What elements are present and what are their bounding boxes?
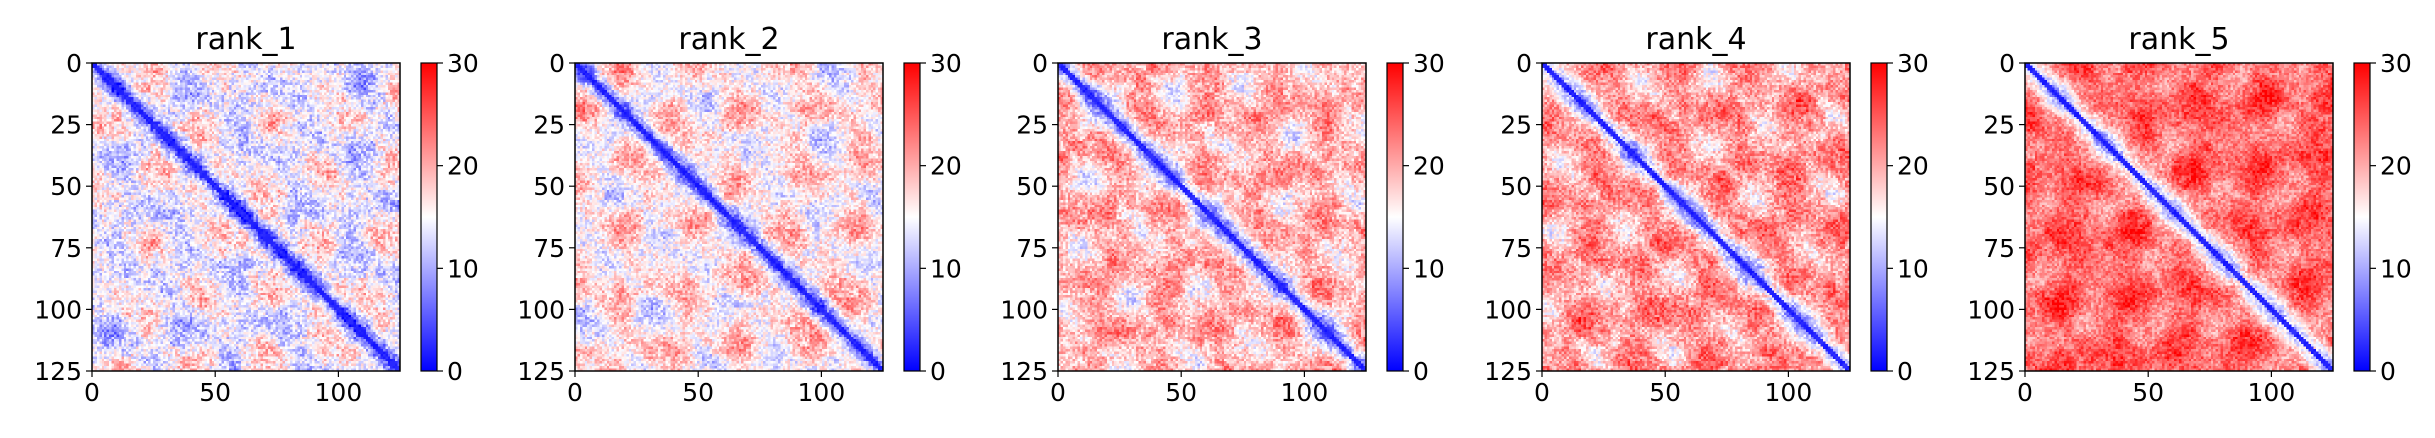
panel-title: rank_2	[678, 22, 779, 57]
colorbar-bar	[903, 62, 921, 372]
y-tick-label: 0	[549, 49, 565, 78]
colorbar: 0 10 20 30	[1386, 49, 1445, 386]
y-tick-label: 125	[1484, 357, 1532, 386]
colorbar-tick-label: 30	[1897, 49, 1929, 78]
y-tick-label: 50	[1500, 172, 1532, 201]
colorbar: 0 10 20 30	[903, 49, 962, 386]
y-tick-label: 0	[1999, 49, 2015, 78]
x-tick-label: 100	[315, 378, 363, 407]
y-tick-label: 25	[50, 111, 82, 140]
colorbar-tick-label: 30	[930, 49, 962, 78]
heatmap-image	[1058, 63, 1366, 371]
x-tick-label: 100	[2248, 378, 2296, 407]
colorbar-tick-label: 20	[447, 152, 479, 181]
colorbar: 0 10 20 30	[2353, 49, 2412, 386]
y-tick-label: 25	[1500, 111, 1532, 140]
y-tick-label: 125	[1000, 357, 1048, 386]
colorbar-tick-label: 30	[2380, 49, 2412, 78]
colorbar-tick-label: 10	[2380, 254, 2412, 283]
axes-frame	[2024, 62, 2334, 372]
y-tick-label: 75	[50, 234, 82, 263]
y-tick-label: 100	[34, 295, 82, 324]
x-tick-label: 0	[2017, 378, 2033, 407]
colorbar-tick-label: 20	[930, 152, 962, 181]
heatmap-image	[2025, 63, 2333, 371]
x-tick-label: 50	[2132, 378, 2164, 407]
y-tick-label: 100	[1000, 295, 1048, 324]
colorbar-tick-label: 20	[1897, 152, 1929, 181]
colorbar-bar	[2353, 62, 2371, 372]
heatmap-image	[1542, 63, 1850, 371]
y-tick-label: 50	[533, 172, 565, 201]
x-tick-label: 50	[199, 378, 231, 407]
y-tick-label: 50	[50, 172, 82, 201]
y-tick-label: 25	[533, 111, 565, 140]
colorbar: 0 10 20 30	[420, 49, 479, 386]
y-tick-label: 0	[1516, 49, 1532, 78]
colorbar-tick-label: 10	[1897, 254, 1929, 283]
axes-frame	[91, 62, 401, 372]
colorbar-tick-label: 30	[1413, 49, 1445, 78]
y-tick-label: 75	[533, 234, 565, 263]
y-tick-label: 25	[1016, 111, 1048, 140]
y-tick-label: 100	[1484, 295, 1532, 324]
colorbar-tick-label: 20	[2380, 152, 2412, 181]
x-tick-label: 0	[1050, 378, 1066, 407]
y-tick-label: 75	[1500, 234, 1532, 263]
x-tick-label: 50	[1649, 378, 1681, 407]
colorbar-bar	[1386, 62, 1404, 372]
y-tick-label: 50	[1983, 172, 2015, 201]
y-tick-label: 125	[517, 357, 565, 386]
colorbar-tick-label: 0	[2380, 357, 2396, 386]
axes-frame	[574, 62, 884, 372]
y-tick-label: 75	[1016, 234, 1048, 263]
panel-title: rank_5	[2128, 22, 2229, 57]
y-tick-label: 100	[517, 295, 565, 324]
colorbar-tick-label: 10	[447, 254, 479, 283]
colorbar-tick-label: 0	[1897, 357, 1913, 386]
colorbar-tick-label: 0	[447, 357, 463, 386]
heatmap-image	[575, 63, 883, 371]
colorbar-tick-label: 20	[1413, 152, 1445, 181]
y-tick-label: 75	[1983, 234, 2015, 263]
y-tick-label: 100	[1967, 295, 2015, 324]
x-tick-label: 0	[1534, 378, 1550, 407]
axes-frame	[1541, 62, 1851, 372]
panel-title: rank_3	[1161, 22, 1262, 57]
x-tick-label: 100	[798, 378, 846, 407]
panel-title: rank_4	[1645, 22, 1746, 57]
x-tick-label: 50	[682, 378, 714, 407]
colorbar-bar	[1870, 62, 1888, 372]
axes-frame	[1057, 62, 1367, 372]
panel-title: rank_1	[195, 22, 296, 57]
x-tick-label: 100	[1281, 378, 1329, 407]
colorbar-tick-label: 10	[930, 254, 962, 283]
colorbar-tick-label: 30	[447, 49, 479, 78]
x-tick-label: 0	[84, 378, 100, 407]
y-tick-label: 125	[34, 357, 82, 386]
colorbar-tick-label: 10	[1413, 254, 1445, 283]
colorbar-bar	[420, 62, 438, 372]
x-tick-label: 100	[1765, 378, 1813, 407]
x-tick-label: 0	[567, 378, 583, 407]
y-tick-label: 125	[1967, 357, 2015, 386]
colorbar: 0 10 20 30	[1870, 49, 1929, 386]
y-tick-label: 0	[66, 49, 82, 78]
heatmap-image	[92, 63, 400, 371]
y-tick-label: 25	[1983, 111, 2015, 140]
colorbar-tick-label: 0	[930, 357, 946, 386]
y-tick-label: 0	[1032, 49, 1048, 78]
x-tick-label: 50	[1165, 378, 1197, 407]
y-tick-label: 50	[1016, 172, 1048, 201]
colorbar-tick-label: 0	[1413, 357, 1429, 386]
